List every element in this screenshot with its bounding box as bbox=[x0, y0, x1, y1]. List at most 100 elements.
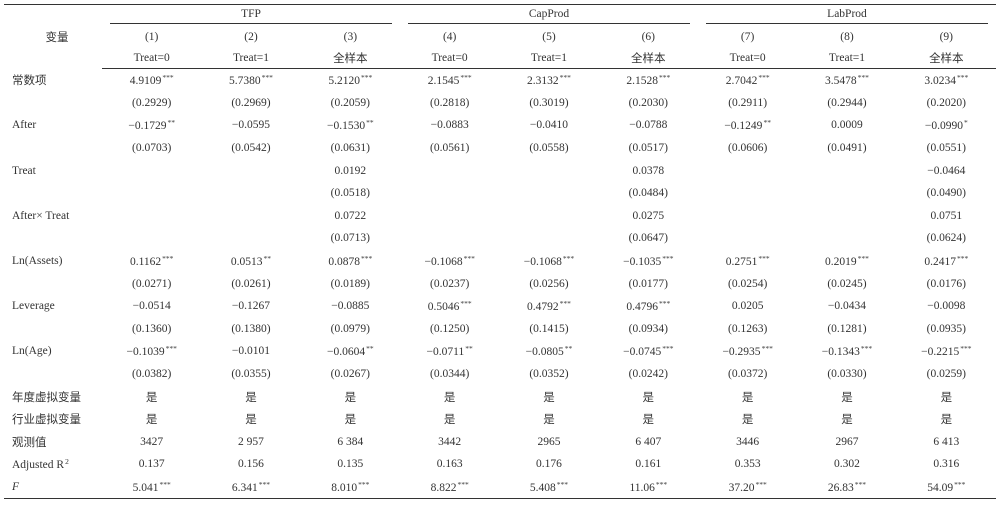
cell: 0.1162*** bbox=[102, 250, 201, 273]
significance: *** bbox=[258, 479, 271, 489]
cell-text: (0.0259) bbox=[926, 368, 966, 381]
cell: (0.2059) bbox=[301, 92, 400, 115]
cell-text: 54.09 bbox=[927, 481, 954, 494]
cell: (0.2030) bbox=[599, 92, 698, 115]
cell-text: 0.4792 bbox=[527, 301, 559, 314]
cell: (0.0259) bbox=[897, 363, 996, 386]
row-label bbox=[4, 182, 102, 205]
cell bbox=[201, 182, 300, 205]
cell: 3.0234*** bbox=[897, 69, 996, 92]
header-row: (1) (2) (3) (4) (5) (6) (7) (8) (9) bbox=[4, 26, 996, 47]
cell-text: 是 bbox=[642, 391, 655, 404]
cell-text: (0.0631) bbox=[330, 142, 370, 155]
cell: (0.0490) bbox=[897, 182, 996, 205]
cell: 是 bbox=[599, 408, 698, 431]
significance: *** bbox=[460, 299, 472, 309]
cell: 是 bbox=[698, 385, 797, 408]
cell-text: 5.2120 bbox=[328, 75, 360, 88]
cell-text: 0.0205 bbox=[731, 300, 764, 313]
cell: 0.135 bbox=[301, 453, 400, 476]
cell bbox=[499, 182, 598, 205]
header-row: Treat=0 Treat=1 全样本 Treat=0 Treat=1 全样本 Treat=… bbox=[4, 47, 996, 69]
cell: (0.2911) bbox=[698, 92, 797, 115]
cell: −0.1530** bbox=[301, 114, 400, 137]
cell: (0.0934) bbox=[599, 318, 698, 341]
cell-text: 0.0513 bbox=[230, 256, 263, 269]
cell: 0.4796*** bbox=[599, 295, 698, 318]
cell-text: (0.0271) bbox=[132, 277, 172, 290]
data-row: 行业虚拟变量 是 是 是 是 是 是 是 是 是 bbox=[4, 408, 996, 431]
cell: (0.0561) bbox=[400, 137, 499, 160]
cell-text: (0.0372) bbox=[727, 368, 768, 381]
significance: *** bbox=[758, 254, 770, 264]
cell bbox=[400, 205, 499, 228]
column-number: (4) bbox=[442, 30, 457, 43]
group-header: TFP bbox=[102, 4, 400, 26]
cell: 4.9109*** bbox=[102, 69, 201, 92]
data-row: F 5.041*** 6.341*** 8.010*** 8.822*** 5.408**… bbox=[4, 475, 996, 500]
cell-text: (0.1250) bbox=[430, 322, 470, 335]
cell-text: (0.0355) bbox=[231, 368, 271, 381]
cell-text: (0.2929) bbox=[132, 96, 172, 109]
cell-text: 0.302 bbox=[834, 458, 860, 471]
cell: (0.0979) bbox=[301, 318, 400, 341]
cell: 3427 bbox=[102, 431, 201, 454]
group-title: TFP bbox=[110, 8, 392, 24]
cell: (0.1415) bbox=[499, 318, 598, 341]
cell-text: 8.822 bbox=[430, 481, 457, 494]
column-number: (9) bbox=[939, 30, 954, 43]
cell-text: 6 384 bbox=[337, 435, 364, 448]
cell: 2.1528*** bbox=[599, 69, 698, 92]
cell-text: −0.1530 bbox=[327, 120, 366, 133]
significance: *** bbox=[658, 73, 671, 83]
cell: (0.0352) bbox=[499, 363, 598, 386]
cell-text: 0.156 bbox=[238, 458, 264, 471]
row-label: Adjusted R2 bbox=[4, 453, 102, 476]
cell: (0.2818) bbox=[400, 92, 499, 115]
cell-text: 0.176 bbox=[536, 458, 562, 471]
significance: *** bbox=[460, 73, 472, 83]
cell: 54.09*** bbox=[896, 475, 996, 500]
cell bbox=[201, 205, 300, 228]
cell bbox=[698, 159, 797, 182]
cell-text: 0.0009 bbox=[831, 119, 863, 132]
cell-text: (0.1263) bbox=[727, 322, 768, 335]
cell-text: −0.0711 bbox=[426, 346, 465, 359]
cell: 是 bbox=[797, 408, 896, 431]
cell: −0.1035*** bbox=[599, 250, 698, 273]
cell: 3442 bbox=[400, 431, 499, 454]
significance: ** bbox=[366, 344, 374, 354]
cell: 3446 bbox=[698, 431, 797, 454]
cell: 0.0878*** bbox=[301, 250, 400, 273]
cell-text: −0.0464 bbox=[927, 164, 966, 177]
cell: (0.0177) bbox=[599, 272, 698, 295]
cell-text: 0.4796 bbox=[626, 301, 658, 314]
cell: 6 384 bbox=[301, 431, 400, 454]
cell-text: 0.1162 bbox=[129, 256, 162, 269]
cell: 是 bbox=[499, 385, 598, 408]
column-number: (1) bbox=[144, 30, 159, 43]
cell: −0.0464 bbox=[897, 159, 996, 182]
cell-text: 6.341 bbox=[231, 481, 258, 494]
cell: 0.156 bbox=[201, 453, 300, 476]
row-label: 行业虚拟变量 bbox=[4, 408, 102, 431]
cell-text: (0.0934) bbox=[628, 322, 668, 335]
cell: (0.0237) bbox=[400, 272, 499, 295]
cell: −0.0595 bbox=[201, 114, 300, 137]
cell: −0.2215*** bbox=[897, 340, 996, 363]
cell-text: (0.0561) bbox=[430, 142, 470, 155]
data-row: Ln(Age) −0.1039*** −0.0101 −0.0604** −0.0711… bbox=[4, 340, 996, 363]
cell-text: (0.0237) bbox=[430, 277, 470, 290]
cell-text: 0.163 bbox=[436, 458, 463, 471]
cell: (0.0189) bbox=[301, 272, 400, 295]
cell: (0.2944) bbox=[797, 92, 896, 115]
cell: −0.0745*** bbox=[599, 340, 698, 363]
data-row: (0.1360) (0.1380) (0.0979) (0.1250) (0.1415)… bbox=[4, 318, 996, 341]
label-text: 常数项 bbox=[12, 75, 47, 88]
cell-text: 5.7380 bbox=[229, 75, 261, 88]
cell bbox=[201, 159, 300, 182]
cell: (0.0355) bbox=[201, 363, 300, 386]
cell-text: (0.1360) bbox=[132, 322, 172, 335]
sample-header: Treat=1 bbox=[797, 47, 897, 69]
